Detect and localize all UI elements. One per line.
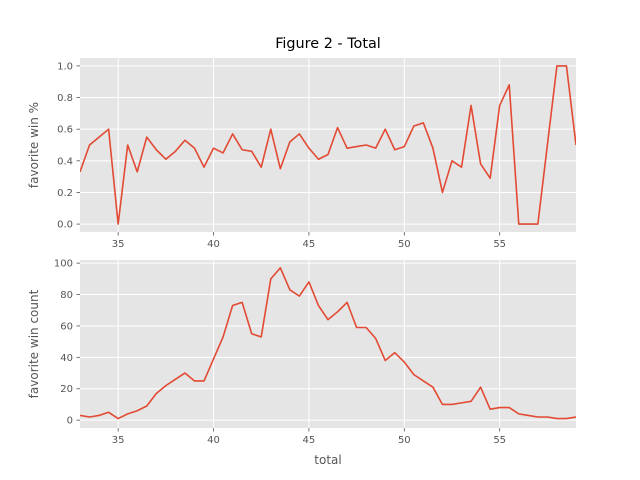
subplot-1: 35 40 45 50 55 0.0 0.2 0.4 0.6 0.8 1.0 favorite win… xyxy=(27,58,576,250)
chart-title: Figure 2 - Total xyxy=(275,36,381,52)
y-tick-label: 100 xyxy=(54,259,73,270)
x-tick-label: 40 xyxy=(207,239,220,250)
x-tick-label: 45 xyxy=(303,435,316,446)
y-tick-label: 0 xyxy=(67,416,73,427)
x-tick-label: 55 xyxy=(493,435,506,446)
y-tick-label: 80 xyxy=(60,290,73,301)
x-tick-label: 40 xyxy=(207,435,220,446)
y-tick-label: 0.4 xyxy=(57,156,73,167)
x-axis-label: total xyxy=(314,453,341,467)
x-tick-label: 50 xyxy=(398,239,411,250)
y-tick-label: 60 xyxy=(60,321,73,332)
y-tick-label: 0.8 xyxy=(57,93,73,104)
x-tick-label: 45 xyxy=(303,239,316,250)
x-tick-label: 35 xyxy=(112,435,125,446)
x-tick-label: 35 xyxy=(112,239,125,250)
y-axis-label: favorite win count xyxy=(27,289,41,398)
y-tick-label: 20 xyxy=(60,384,73,395)
plot-area xyxy=(80,58,576,232)
series-line xyxy=(80,267,576,420)
x-tick-label: 55 xyxy=(493,239,506,250)
y-tick-label: 1.0 xyxy=(57,61,73,72)
y-tick-label: 0.6 xyxy=(57,125,73,136)
series-line xyxy=(80,65,576,225)
y-tick-label: 0.0 xyxy=(57,220,73,231)
y-tick-label: 0.2 xyxy=(57,188,73,199)
y-axis-label: favorite win % xyxy=(27,102,41,188)
x-tick-label: 50 xyxy=(398,435,411,446)
plot-area xyxy=(80,260,576,428)
subplot-2: 35 40 45 50 55 0 20 40 60 80 100 favorite win count… xyxy=(27,259,576,467)
y-tick-label: 40 xyxy=(60,353,73,364)
